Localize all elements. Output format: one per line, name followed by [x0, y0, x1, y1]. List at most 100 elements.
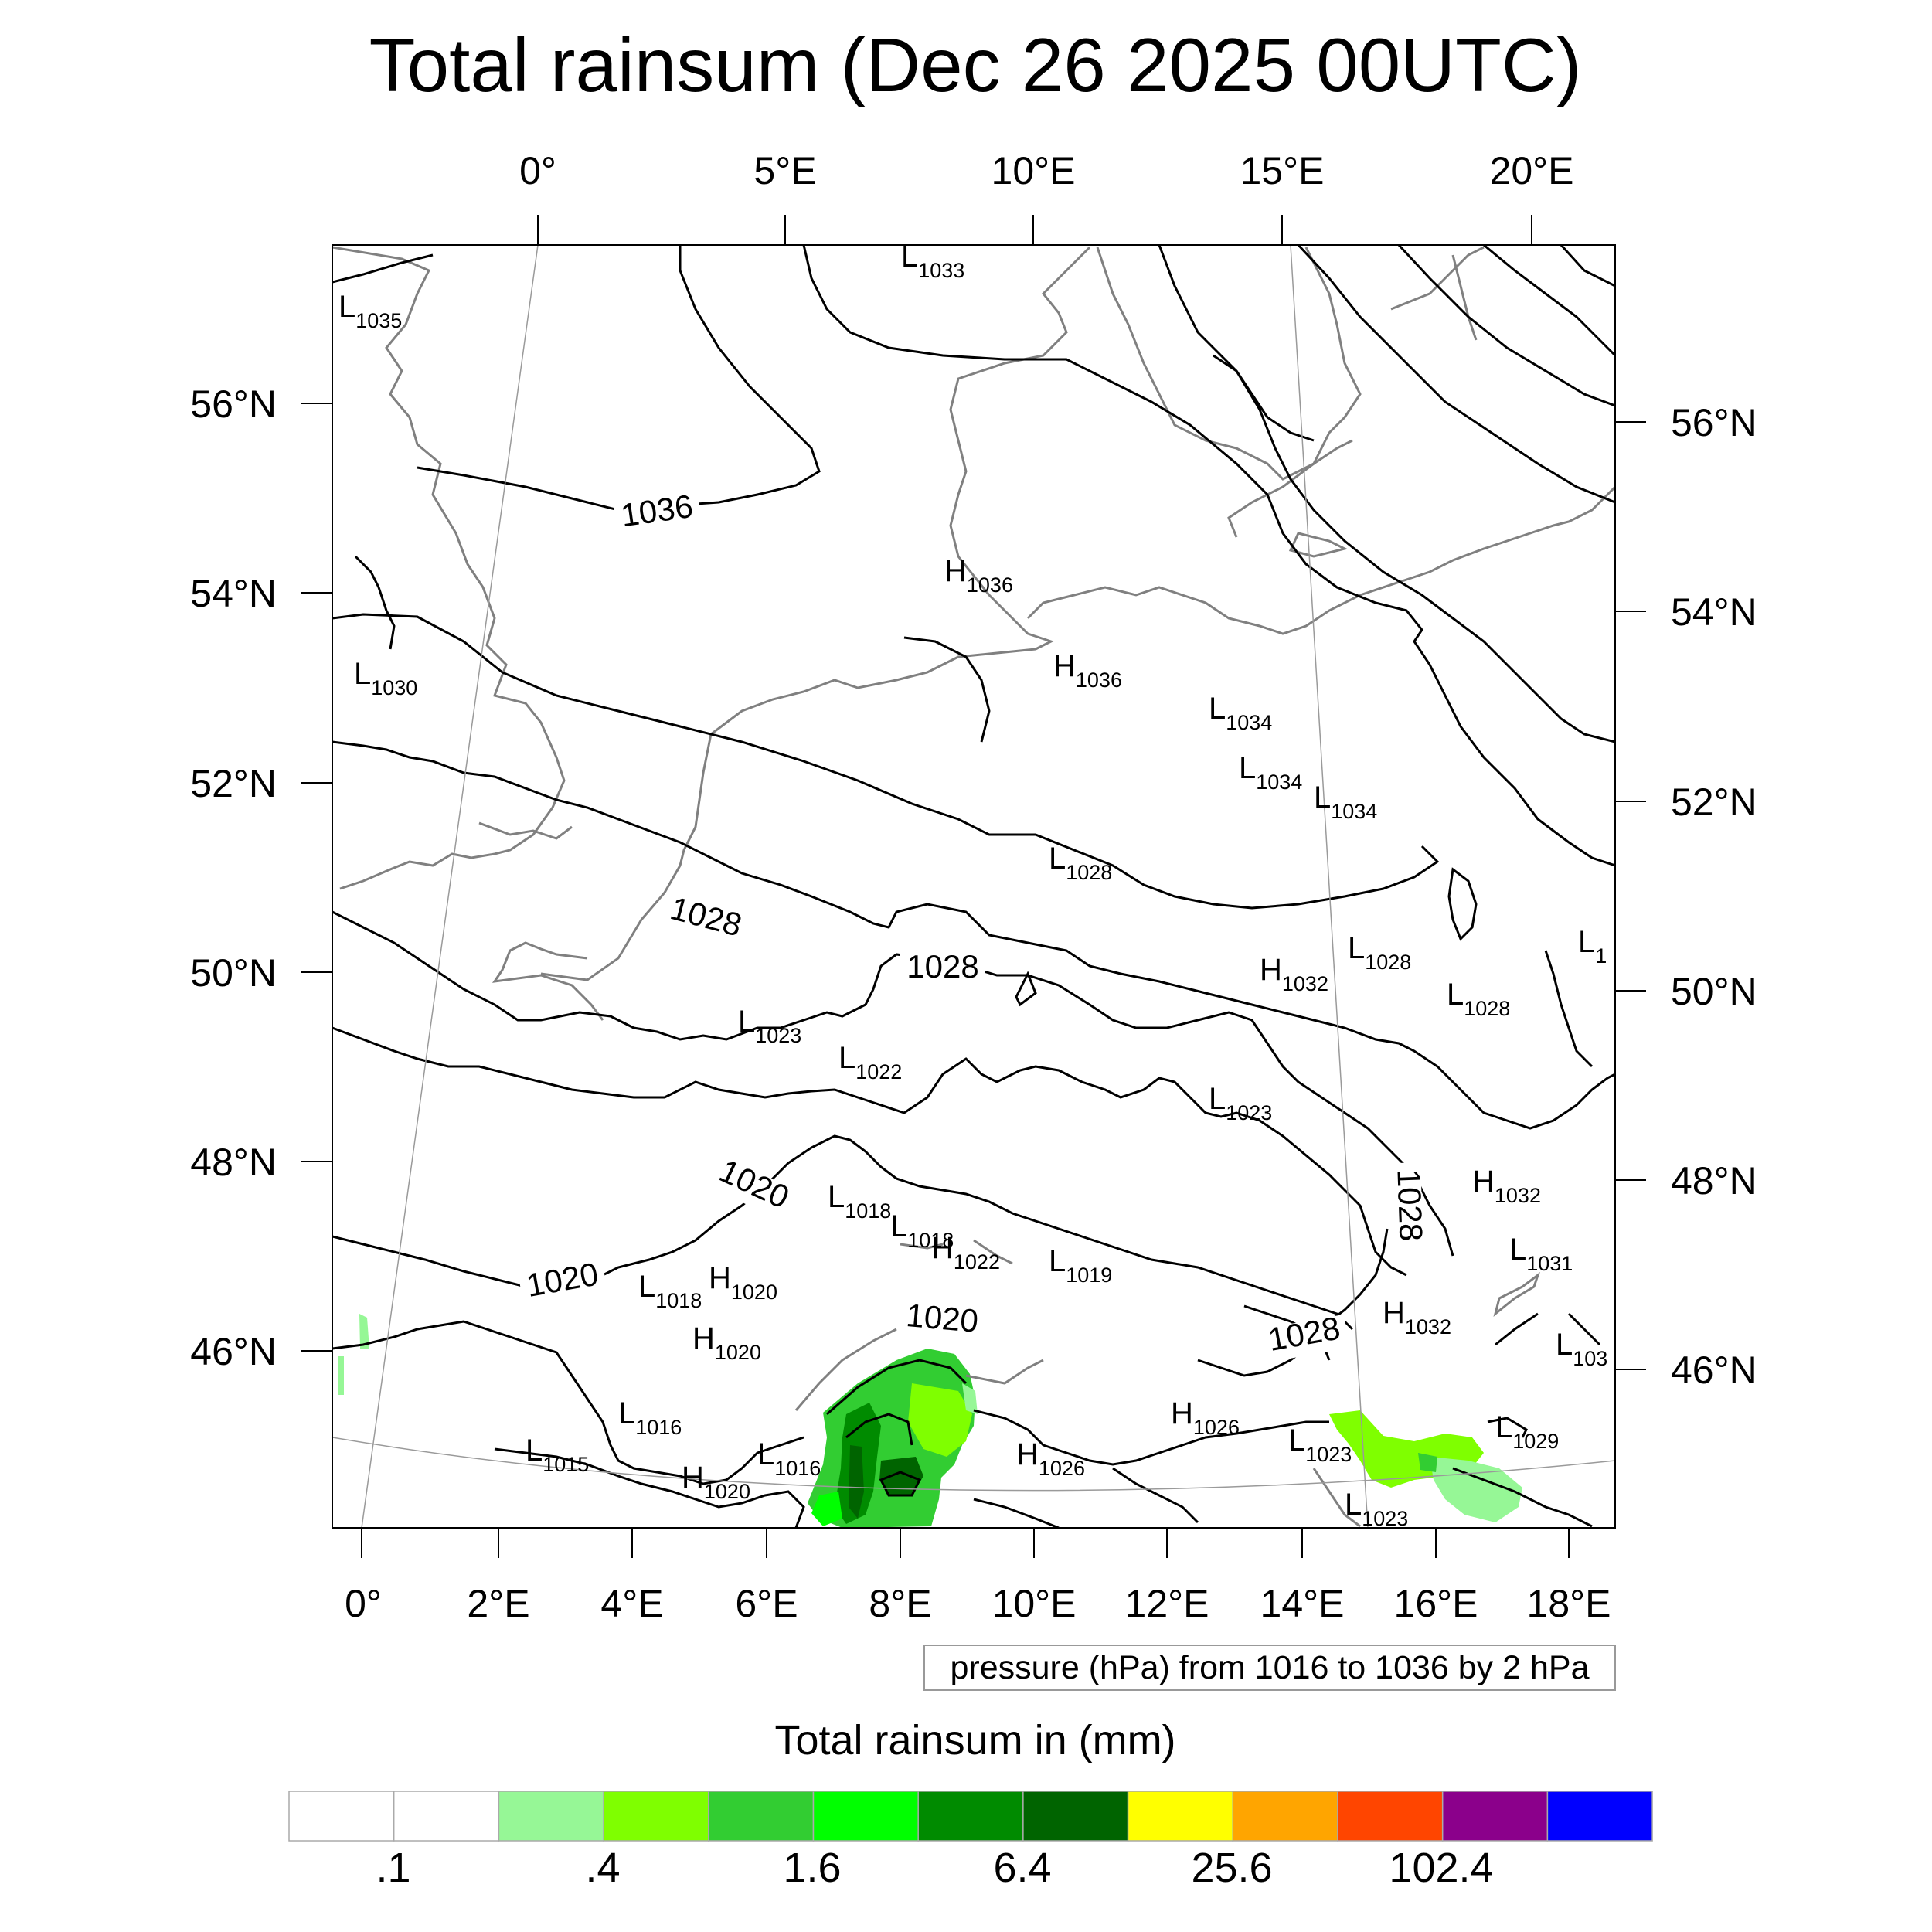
left-lat-label: 50°N: [190, 951, 277, 995]
contour-label: 1028: [1386, 1162, 1430, 1249]
pressure-center-label: L1030: [354, 657, 417, 699]
colorbar-swatch: [1232, 1791, 1338, 1842]
pressure-center-label: L1015: [526, 1434, 589, 1476]
svg-text:1020: 1020: [905, 1297, 980, 1339]
right-latitude-labels: 56°N 54°N 52°N 50°N 48°N 46°N: [1671, 401, 1757, 1392]
pressure-center-label: H1020: [709, 1261, 777, 1304]
map-frame: [332, 244, 1616, 1529]
pressure-center-label: H1032: [1260, 953, 1328, 995]
pressure-center-label: H1032: [1383, 1296, 1451, 1338]
contour-label: 1036: [613, 488, 702, 539]
contour-label: 1020: [897, 1297, 986, 1344]
bottom-lon-label: 14°E: [1260, 1582, 1345, 1625]
pressure-centers: L1033 L1035 H1036 L1030 H1036 L1034 L1034 L1034…: [338, 245, 1607, 1530]
pressure-center-label: L1028: [1447, 978, 1510, 1020]
pressure-center-label: L1029: [1495, 1410, 1559, 1453]
right-lat-label: 52°N: [1671, 781, 1757, 824]
left-latitude-labels: 56°N 54°N 52°N 50°N 48°N 46°N: [190, 383, 277, 1373]
left-lat-label: 54°N: [190, 572, 277, 615]
colorbar-swatch: [708, 1791, 815, 1842]
pressure-center-label: H1026: [1171, 1396, 1240, 1439]
pressure-center-label: L1031: [1509, 1233, 1573, 1275]
right-lat-label: 48°N: [1671, 1159, 1757, 1202]
svg-text:1028: 1028: [906, 948, 978, 985]
colorbar-label: 25.6: [1191, 1845, 1272, 1891]
colorbar-title: Total rainsum in (mm): [774, 1717, 1175, 1764]
pressure-center-label: H1032: [1472, 1165, 1541, 1207]
pressure-note: pressure (hPa) from 1016 to 1036 by 2 hP…: [923, 1645, 1616, 1691]
pressure-center-label: L1028: [1348, 931, 1411, 974]
bottom-lon-label: 0°: [345, 1582, 382, 1625]
bottom-lon-label: 18°E: [1527, 1582, 1611, 1625]
bottom-lon-label: 16°E: [1394, 1582, 1478, 1625]
top-lon-label: 20°E: [1490, 149, 1574, 192]
left-lat-label: 56°N: [190, 383, 277, 426]
bottom-lon-label: 10°E: [992, 1582, 1077, 1625]
colorbar-label: 6.4: [993, 1845, 1051, 1891]
contour-label: 1028: [900, 948, 985, 988]
pressure-center-label: L1035: [338, 290, 402, 332]
top-lon-label: 15°E: [1240, 149, 1325, 192]
bottom-lon-label: 12°E: [1125, 1582, 1209, 1625]
top-longitude-labels: 0° 5°E 10°E 15°E 20°E: [519, 149, 1573, 192]
pressure-center-label: H1036: [944, 554, 1013, 597]
right-lat-label: 50°N: [1671, 970, 1757, 1013]
pressure-center-label: L1023: [1345, 1488, 1408, 1530]
bottom-lon-label: 2°E: [467, 1582, 529, 1625]
right-latitude-axis: [1615, 421, 1646, 1370]
contour-label: 1020: [706, 1152, 798, 1222]
pressure-center-label: L1018: [890, 1209, 954, 1252]
left-latitude-axis: [301, 403, 332, 1352]
top-lon-label: 5°E: [753, 149, 816, 192]
top-lon-label: 0°: [519, 149, 556, 192]
colorbar-swatch: [288, 1791, 395, 1842]
colorbar-swatch: [603, 1791, 709, 1842]
colorbar-swatch: [917, 1791, 1024, 1842]
pressure-center-label: H1020: [692, 1321, 761, 1364]
colorbar-swatch: [1127, 1791, 1234, 1842]
colorbar: [288, 1791, 1653, 1842]
pressure-center-label: L1023: [1288, 1423, 1352, 1466]
contour-label: 1020: [518, 1255, 608, 1309]
graticule: [332, 245, 1615, 1528]
coastlines: [332, 246, 1615, 1528]
bottom-lon-label: 6°E: [735, 1582, 798, 1625]
right-lat-label: 56°N: [1671, 401, 1757, 444]
pressure-center-label: L1034: [1239, 751, 1302, 794]
bottom-longitude-axis: [361, 1528, 1570, 1558]
pressure-center-label: L1016: [757, 1437, 821, 1480]
pressure-center-label: L1018: [638, 1270, 702, 1312]
right-lat-label: 46°N: [1671, 1349, 1757, 1392]
right-lat-label: 54°N: [1671, 590, 1757, 634]
pressure-center-label: L1023: [738, 1005, 801, 1047]
pressure-center-label: L103: [1556, 1328, 1607, 1370]
colorbar-swatch: [1022, 1791, 1129, 1842]
pressure-center-label: L1034: [1314, 781, 1377, 823]
pressure-center-label: L1034: [1209, 692, 1272, 734]
contour-value-labels: 1036 1028 1028 1020 1020 1020 1028 1028: [518, 488, 1430, 1363]
colorbar-swatch: [812, 1791, 919, 1842]
contour-label: 1028: [659, 889, 750, 949]
colorbar-swatch: [1337, 1791, 1444, 1842]
left-lat-label: 52°N: [190, 762, 277, 805]
colorbar-swatch: [1441, 1791, 1549, 1842]
colorbar-swatch: [498, 1791, 604, 1842]
pressure-center-label: L1016: [618, 1396, 682, 1439]
pressure-center-label: H1036: [1053, 649, 1122, 692]
map-title: Total rainsum (Dec 26 2025 00UTC): [369, 22, 1582, 107]
pressure-center-label: L1: [1578, 925, 1607, 968]
colorbar-labels: .1 .4 1.6 6.4 25.6 102.4: [376, 1845, 1493, 1891]
left-lat-label: 48°N: [190, 1141, 277, 1184]
colorbar-swatch: [393, 1791, 500, 1842]
pressure-center-label: L1019: [1049, 1244, 1112, 1287]
top-longitude-axis: [537, 215, 1532, 245]
pressure-note-text: pressure (hPa) from 1016 to 1036 by 2 hP…: [950, 1649, 1589, 1686]
colorbar-label: .4: [585, 1845, 620, 1891]
pressure-center-label: L1023: [1209, 1082, 1272, 1124]
pressure-center-label: H1022: [931, 1231, 1000, 1274]
bottom-lon-label: 8°E: [869, 1582, 931, 1625]
top-lon-label: 10°E: [992, 149, 1076, 192]
pressure-center-label: H1020: [682, 1461, 750, 1503]
colorbar-label: 102.4: [1389, 1845, 1493, 1891]
colorbar-swatch: [1546, 1791, 1653, 1842]
